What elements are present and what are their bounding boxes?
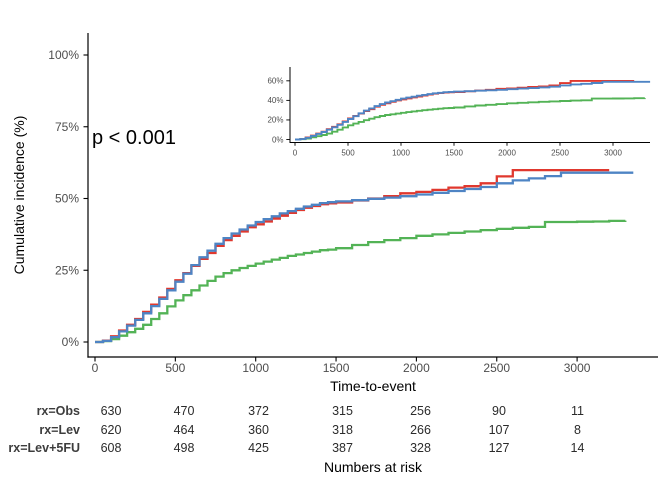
risk-count: 328 xyxy=(410,441,431,455)
risk-row-label: rx=Obs xyxy=(36,404,80,418)
y-axis-title: Cumulative incidence (%) xyxy=(11,115,27,275)
main-curve-rx=Lev xyxy=(95,171,634,344)
risk-count: 90 xyxy=(492,404,506,418)
main-x-tick-label: 1500 xyxy=(323,361,350,375)
main-x-tick-label: 500 xyxy=(165,361,185,375)
main-curve-rx=Lev+5FU xyxy=(95,219,627,344)
risk-count: 266 xyxy=(410,422,431,437)
main-x-tick-label: 1000 xyxy=(242,361,269,375)
risk-count: 14 xyxy=(570,441,585,455)
inset-y-tick-label: 60% xyxy=(267,77,283,86)
main-plot: 0 500 1000 1500 2000 2500 3000 0% 25% 50% 75% 100% xyxy=(48,33,658,375)
risk-count: 8 xyxy=(574,422,581,437)
inset-x-tick-label: 1500 xyxy=(445,149,463,158)
risk-count: 11 xyxy=(571,404,584,418)
risk-row-label: rx=Lev+5FU xyxy=(8,441,80,455)
inset-y-tick-label: 0% xyxy=(272,135,284,144)
main-x-tick-label: 2500 xyxy=(483,361,510,375)
main-y-tick-label: 75% xyxy=(55,120,79,134)
risk-count: 127 xyxy=(488,441,510,455)
risk-count: 360 xyxy=(248,422,269,437)
risk-count: 470 xyxy=(173,404,195,418)
risk-row-label: rx=Lev xyxy=(39,422,80,437)
main-y-tick-label: 0% xyxy=(62,335,80,349)
main-curve-rx=Obs xyxy=(95,168,610,344)
risk-count: 107 xyxy=(488,422,510,437)
risk-count: 425 xyxy=(248,441,269,455)
inset-x-tick-label: 2000 xyxy=(498,149,516,158)
inset-x-tick-label: 2500 xyxy=(551,149,569,158)
inset-curve-rx=Lev+5FU xyxy=(295,97,646,141)
main-x-tick-label: 2000 xyxy=(403,361,430,375)
risk-count: 608 xyxy=(100,441,122,455)
main-y-tick-label: 25% xyxy=(55,263,79,277)
risk-count: 387 xyxy=(332,441,353,455)
risk-count: 620 xyxy=(100,422,122,437)
numbers-at-risk-title: Numbers at risk xyxy=(323,459,423,475)
risk-count: 464 xyxy=(173,422,195,437)
inset-x-tick-label: 3000 xyxy=(604,149,622,158)
main-x-tick-label: 0 xyxy=(92,361,99,375)
main-y-tick-label: 100% xyxy=(48,48,79,62)
risk-count: 630 xyxy=(100,404,122,418)
p-value-annotation: p < 0.001 xyxy=(92,127,176,149)
inset-curve-rx=Lev xyxy=(295,80,651,141)
main-x-tick-label: 3000 xyxy=(564,361,591,375)
risk-count: 315 xyxy=(332,404,353,418)
risk-count: 372 xyxy=(248,404,269,418)
risk-count: 256 xyxy=(410,404,431,418)
inset-y-tick-label: 20% xyxy=(267,116,283,125)
risk-count: 318 xyxy=(332,422,353,437)
inset-y-tick-label: 40% xyxy=(267,96,283,105)
risk-count: 498 xyxy=(173,441,195,455)
x-axis-title: Time-to-event xyxy=(330,378,416,394)
inset-plot: 0 500 1000 1500 2000 2500 3000 0% 20% 40% 60% xyxy=(267,67,651,158)
inset-curve-rx=Obs xyxy=(295,79,635,141)
main-y-tick-label: 50% xyxy=(55,192,79,206)
inset-x-tick-label: 500 xyxy=(341,149,355,158)
inset-x-tick-label: 1000 xyxy=(392,149,410,158)
inset-x-tick-label: 0 xyxy=(293,149,298,158)
